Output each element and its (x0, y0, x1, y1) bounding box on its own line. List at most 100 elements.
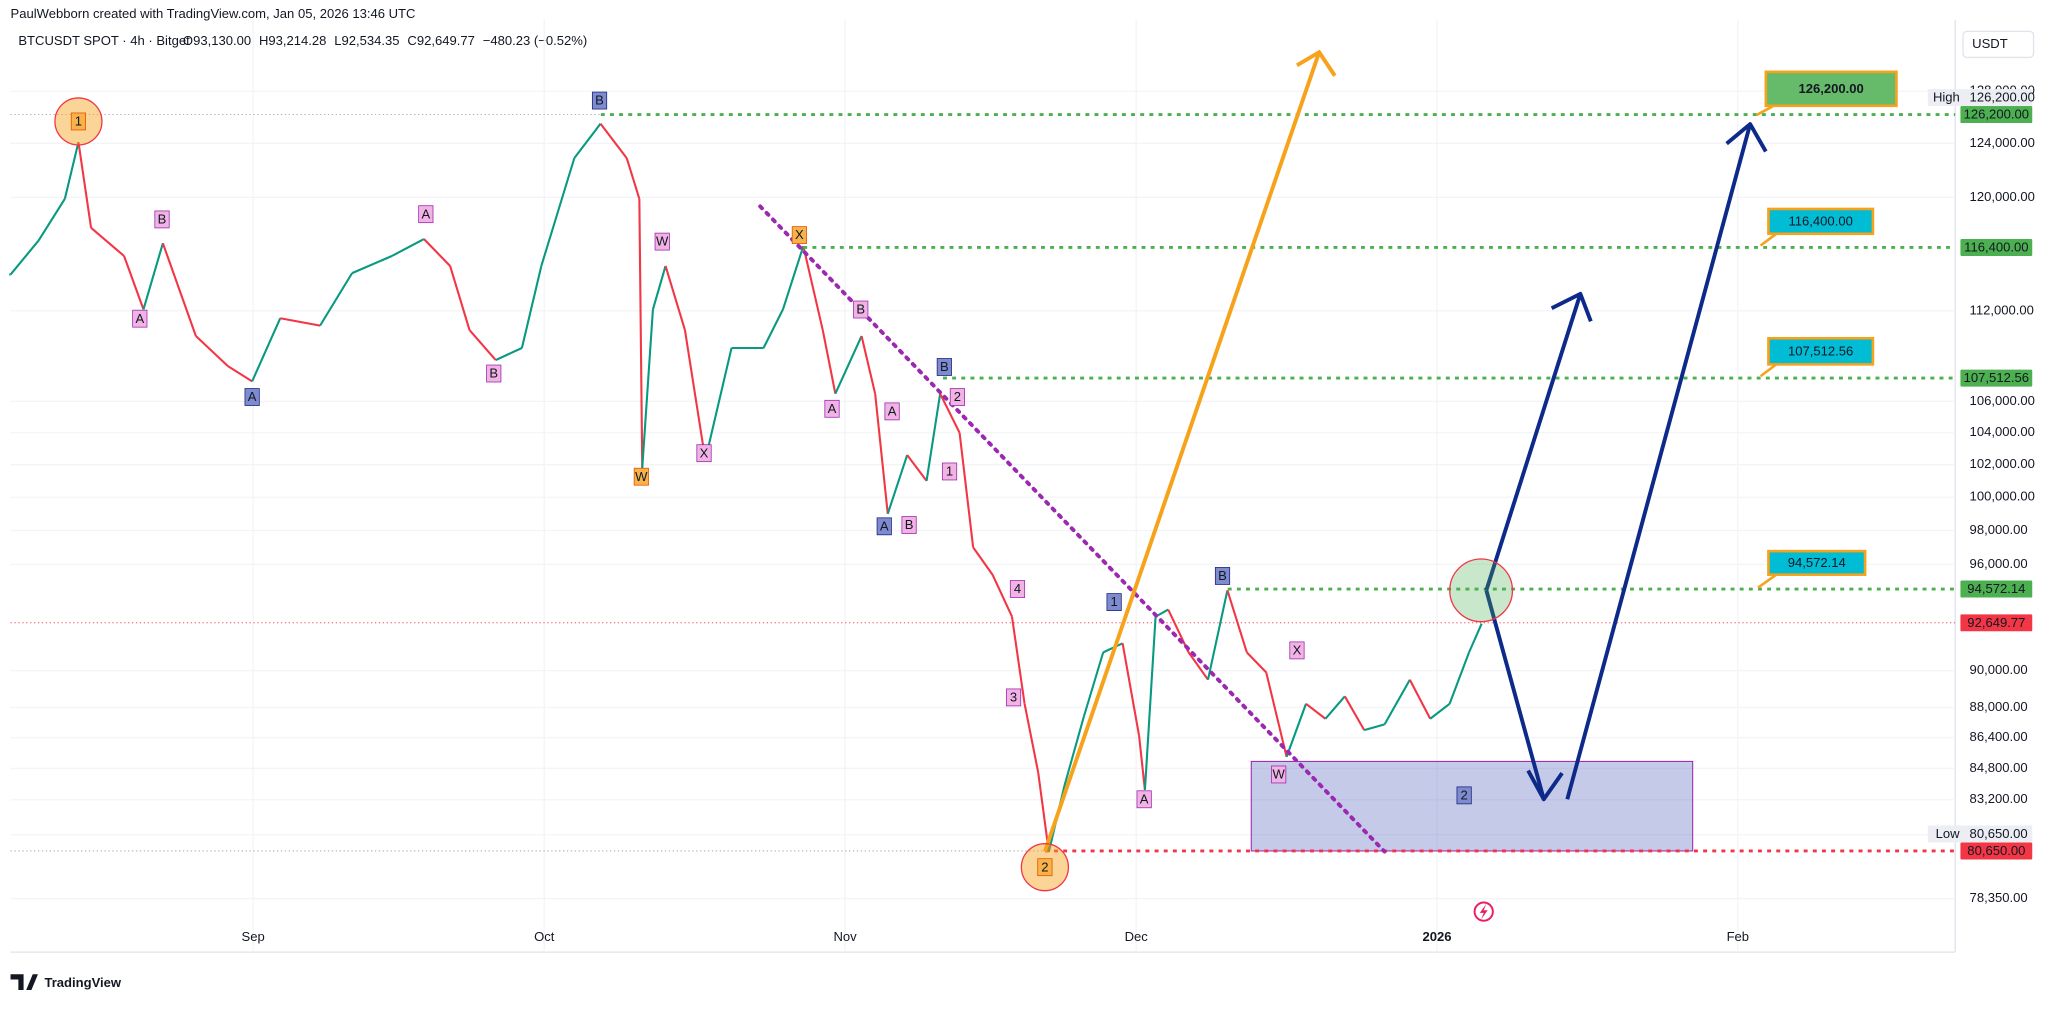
wave-label-box (1214, 567, 1231, 585)
price-segment (1010, 616, 1026, 704)
wave-label: A (421, 206, 430, 221)
wave-label: W (1273, 767, 1286, 782)
price-segment (1023, 703, 1040, 773)
wave-label-box (154, 210, 170, 229)
price-segment (599, 123, 628, 159)
wave-label: A (135, 311, 144, 326)
blue-arrowhead (1725, 122, 1768, 153)
callout-box (1767, 336, 1875, 366)
logo: TradingView (10, 974, 122, 990)
price-segment (906, 454, 928, 482)
price-segment (1265, 672, 1288, 758)
price-segment (1226, 589, 1248, 653)
wave-label-box (884, 402, 900, 421)
wave-label: 2 (1041, 859, 1048, 874)
y-tick-label: 120,000.00 (1970, 189, 2035, 204)
price-segment (77, 141, 93, 228)
price-segment (683, 329, 707, 461)
y-tick-label: 106,000.00 (1970, 393, 2035, 408)
level-badge (1960, 580, 2033, 598)
callout-pointer (1756, 104, 1775, 117)
wave-label: B (158, 212, 167, 227)
price-segment (391, 238, 425, 257)
wave-label-box (1136, 790, 1152, 809)
blue-arrow (1565, 123, 1753, 800)
orange-arrow (1043, 51, 1322, 853)
wave-label: 4 (1014, 581, 1021, 596)
price-segment (1448, 652, 1471, 705)
price-segment (468, 329, 497, 361)
wave-label-box (418, 205, 434, 224)
y-tick-label: 96,000.00 (1970, 556, 2028, 571)
x-tick-label: Oct (534, 929, 555, 944)
wave-label-box (1289, 641, 1305, 660)
x-tick-label: 2026 (1422, 929, 1451, 944)
wave-label: B (905, 517, 914, 532)
wave-label: X (700, 445, 709, 460)
x-tick-label: Dec (1125, 929, 1149, 944)
price-segment (520, 265, 543, 349)
wave-label-box (876, 517, 892, 536)
wave-label-box (244, 388, 260, 406)
credit: PaulWebborn created with TradingView.com… (11, 6, 416, 21)
wave-label-box (941, 462, 958, 481)
wave-label-box (70, 112, 87, 131)
price-segment (123, 255, 145, 310)
ohlc-value: L92,534.35 (334, 33, 399, 48)
price-segment (9, 239, 40, 276)
price-segment (781, 245, 805, 310)
price-segment (834, 335, 863, 395)
callout-pointer (1759, 363, 1778, 378)
wave-label: 2 (1460, 787, 1467, 802)
y-tick-label: 83,200.00 (1970, 791, 2028, 806)
callout-text: 126,200.00 (1798, 81, 1863, 96)
wave-label-box (633, 467, 649, 486)
price-segment (195, 335, 229, 367)
price-segment (1206, 590, 1229, 680)
wave-label: A (1140, 791, 1149, 806)
y-tick-label: 98,000.00 (1970, 522, 2028, 537)
high-tag-text: High (1933, 90, 1960, 105)
highlight-circle (1449, 558, 1514, 623)
wave-label-box (1271, 765, 1287, 784)
symbol: BTCUSDT SPOT · 4h · Bitget (18, 33, 190, 48)
level-badge (1960, 369, 2033, 387)
y-tick-label: 90,000.00 (1970, 662, 2028, 677)
wave-label: A (880, 518, 889, 533)
price-segment (1429, 702, 1451, 720)
wave-label-box (901, 516, 917, 534)
callout-text: 116,400.00 (1789, 213, 1853, 228)
lightning-icon (1473, 901, 1494, 922)
price-segment (1246, 651, 1267, 674)
wave-label-box (1037, 858, 1053, 877)
price-segment (1324, 695, 1346, 720)
price-segment (641, 309, 654, 468)
price-segment (1468, 623, 1483, 653)
callout-pointer (1759, 232, 1778, 247)
y-tick-label: 102,000.00 (1970, 456, 2035, 471)
price-segment (704, 347, 733, 461)
price-segment (540, 157, 576, 267)
x-tick-label: Feb (1727, 929, 1749, 944)
y-tick-label: 78,350.00 (1970, 890, 2028, 905)
wave-label-box (1456, 786, 1472, 805)
callout-pointer (1757, 573, 1778, 589)
low-badge (1960, 842, 2033, 860)
price-segment (1063, 716, 1085, 787)
high-tag-value: 126,200.00 (1970, 90, 2035, 105)
price-segment (495, 347, 523, 362)
price-segment (958, 432, 975, 548)
price-segment (874, 393, 889, 514)
blue-arrowhead (1550, 291, 1593, 322)
price-segment (449, 265, 471, 331)
currency-box[interactable] (1962, 30, 2035, 59)
callout-box (1767, 549, 1867, 576)
wave-label: 1 (946, 464, 953, 479)
currency[interactable]: USDT (1972, 36, 2008, 51)
price-segment (90, 227, 125, 257)
ohlc-value: H93,214.28 (259, 33, 326, 48)
wave-label-box (949, 388, 965, 406)
x-tick-label: Sep (242, 929, 265, 944)
